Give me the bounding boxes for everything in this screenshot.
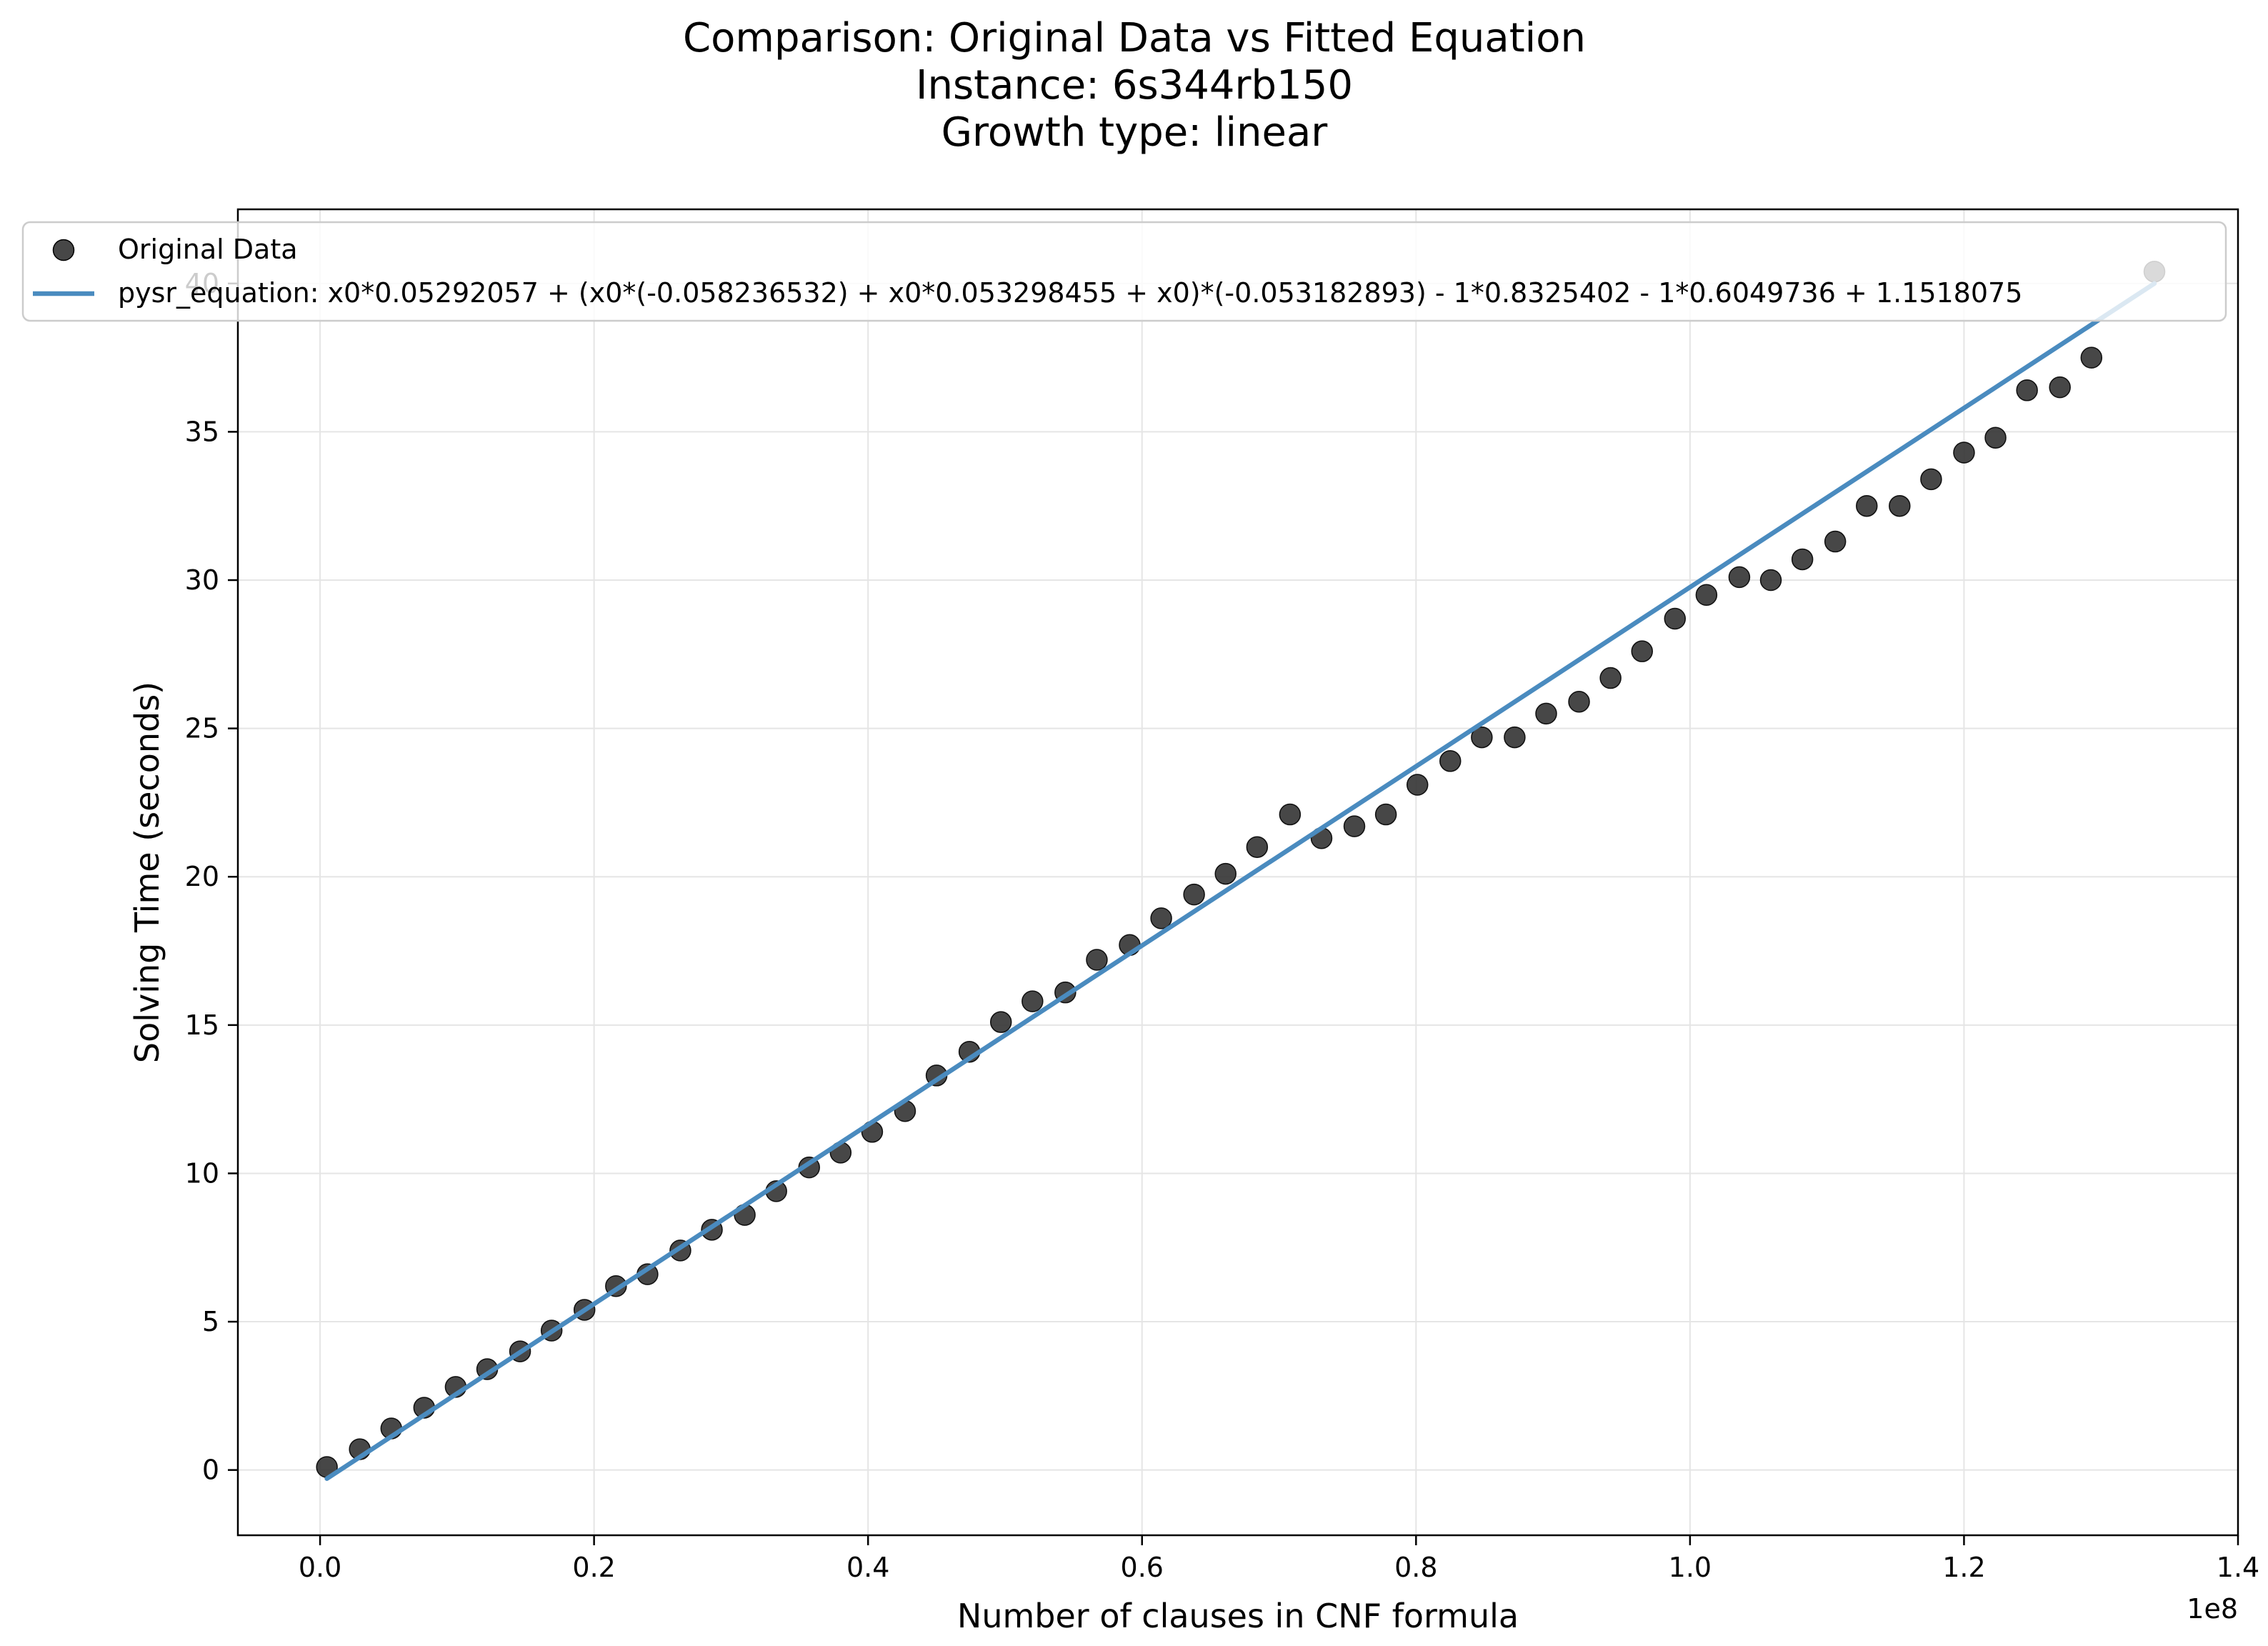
x-axis-offset-label: 1e8: [2187, 1593, 2238, 1625]
legend-scatter-marker: [52, 239, 75, 261]
y-tick-label: 10: [185, 1157, 219, 1189]
data-point: [1439, 750, 1462, 772]
data-point: [1471, 726, 1493, 749]
data-point: [1535, 702, 1557, 725]
data-point: [2016, 379, 2038, 401]
x-tick-label: 0.0: [299, 1552, 341, 1583]
data-point: [2080, 346, 2103, 369]
x-tick-label: 0.2: [572, 1552, 615, 1583]
y-axis-ticks: 0510152025303540: [185, 268, 238, 1486]
chart-title-line-1: Comparison: Original Data vs Fitted Equa…: [683, 15, 1586, 61]
data-point: [1279, 803, 1302, 826]
data-point: [1631, 640, 1654, 662]
data-point: [1183, 883, 1205, 906]
data-point: [1824, 530, 1847, 553]
x-tick-label: 1.2: [1942, 1552, 1985, 1583]
chart-title-line-2: Instance: 6s344rb150: [916, 62, 1353, 109]
y-tick-label: 35: [185, 416, 219, 447]
data-point: [989, 1011, 1012, 1033]
data-point: [1984, 427, 2007, 449]
y-axis-label: Solving Time (seconds): [128, 682, 166, 1063]
y-tick-label: 15: [185, 1009, 219, 1041]
x-tick-label: 0.4: [846, 1552, 889, 1583]
x-tick-label: 1.0: [1669, 1552, 1712, 1583]
x-tick-label: 1.4: [2217, 1552, 2259, 1583]
data-point: [1791, 548, 1814, 571]
data-point: [1246, 836, 1269, 858]
data-point: [1889, 494, 1911, 517]
data-point: [1150, 907, 1172, 929]
data-point: [1759, 569, 1782, 592]
chart-title: Comparison: Original Data vs Fitted Equa…: [683, 15, 1586, 156]
legend-label-pysr-equation: pysr_equation: x0*0.05292057 + (x0*(-0.0…: [118, 277, 2022, 309]
data-point: [1343, 815, 1366, 837]
data-point: [1214, 862, 1237, 885]
data-point: [1021, 990, 1044, 1012]
grid: [238, 209, 2239, 1535]
x-tick-label: 0.8: [1394, 1552, 1437, 1583]
chart-title-line-3: Growth type: linear: [941, 109, 1329, 156]
data-point: [1695, 584, 1718, 607]
y-tick-label: 0: [202, 1455, 219, 1486]
x-axis-ticks: 0.0 0.2 0.4 0.6 0.8 1.0 1.2 1.4: [299, 1535, 2259, 1583]
data-point: [2049, 376, 2071, 399]
plot-frame: [236, 208, 2239, 1537]
data-point: [1599, 667, 1622, 689]
legend-label-original-data: Original Data: [118, 234, 298, 265]
legend: Original Data pysr_equation: x0*0.0529205…: [21, 221, 2227, 322]
data-point: [1856, 494, 1878, 517]
legend-box: [21, 221, 2227, 322]
data-point: [1728, 566, 1751, 589]
y-tick-label: 5: [202, 1306, 219, 1337]
plot-area: [316, 260, 2166, 1481]
data-point: [1920, 468, 1942, 491]
data-point: [1086, 949, 1108, 971]
data-point: [1504, 726, 1526, 749]
y-tick-label: 25: [185, 713, 219, 744]
y-tick-label: 30: [185, 564, 219, 596]
data-point: [1664, 607, 1687, 630]
x-axis-label: Number of clauses in CNF formula: [957, 1597, 1519, 1635]
data-point: [1374, 803, 1397, 826]
data-point: [1406, 774, 1429, 796]
y-tick-label: 20: [185, 861, 219, 892]
data-point: [1953, 442, 1975, 464]
x-tick-label: 0.6: [1121, 1552, 1164, 1583]
fitted-line: [324, 281, 2157, 1481]
data-point: [1568, 691, 1590, 713]
